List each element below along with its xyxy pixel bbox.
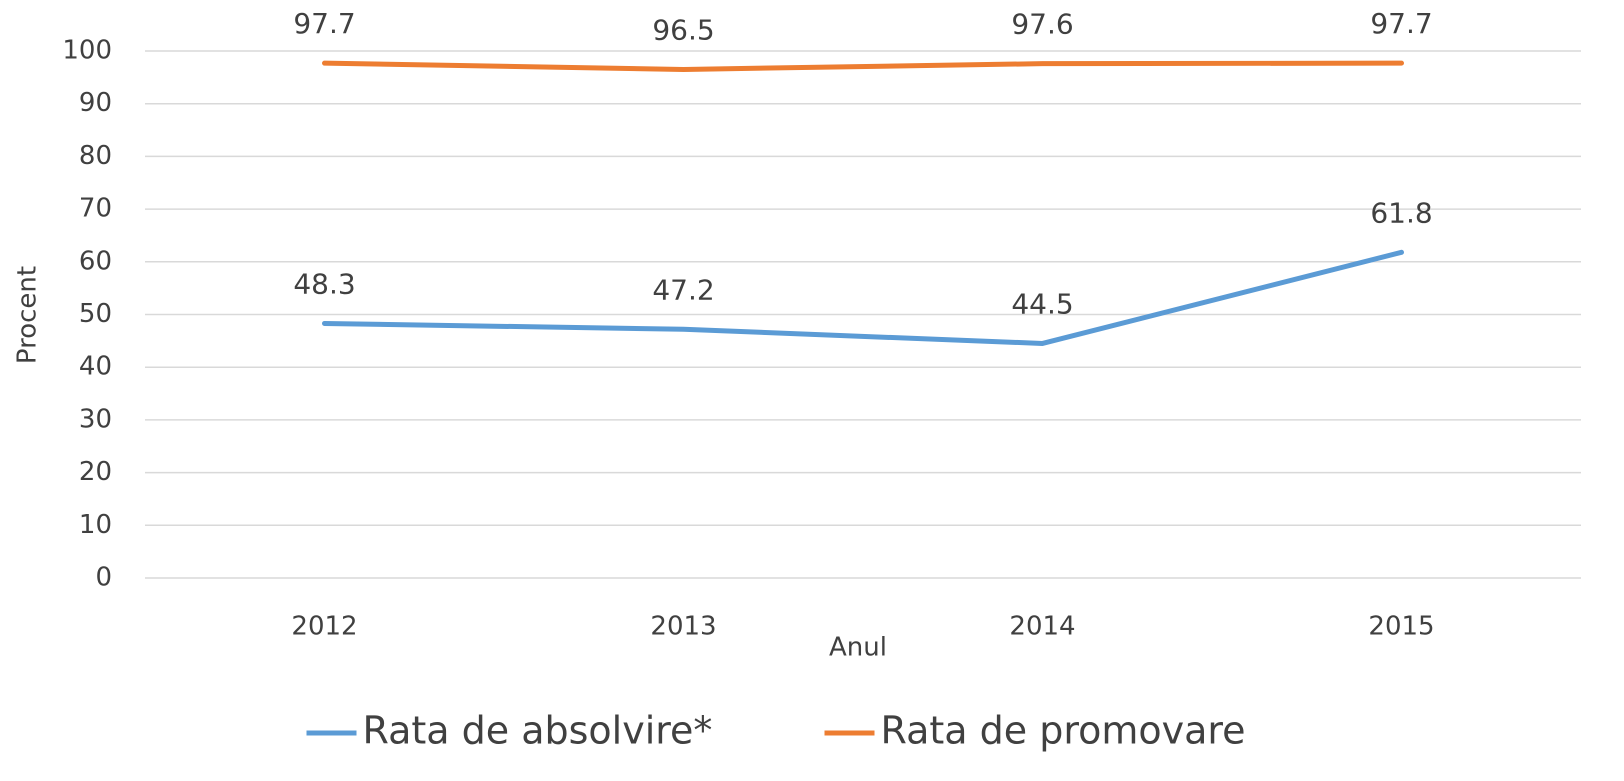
x-tick-label: 2015 xyxy=(1368,612,1434,642)
x-tick-label: 2012 xyxy=(291,612,357,642)
y-axis-label: Procent xyxy=(13,266,43,364)
x-tick-label: 2013 xyxy=(650,612,716,642)
line xyxy=(322,60,1404,72)
legend-label: Rata de absolvire* xyxy=(363,709,713,753)
data-label: 48.3 xyxy=(293,267,355,300)
data-label: 44.5 xyxy=(1011,287,1073,320)
y-tick-label: 20 xyxy=(79,457,112,487)
y-tick-label: 50 xyxy=(79,299,112,329)
y-tick-label: 90 xyxy=(79,88,112,118)
y-tick-label: 60 xyxy=(79,246,112,276)
data-label: 97.7 xyxy=(293,7,355,40)
y-tick-label: 40 xyxy=(79,352,112,382)
y-tick-label: 10 xyxy=(79,510,112,540)
data-label: 96.5 xyxy=(652,13,714,46)
legend-label: Rata de promovare xyxy=(881,709,1246,753)
data-label: 97.6 xyxy=(1011,8,1073,41)
x-axis-label: Anul xyxy=(829,633,887,663)
line xyxy=(322,249,1404,346)
x-tick-label: 2014 xyxy=(1009,612,1075,642)
y-tick-label: 0 xyxy=(95,563,112,593)
y-tick-label: 80 xyxy=(79,141,112,171)
y-tick-label: 70 xyxy=(79,194,112,224)
y-tick-label: 30 xyxy=(79,404,112,434)
y-tick-label: 100 xyxy=(62,36,112,66)
data-label: 61.8 xyxy=(1370,196,1432,229)
data-label: 97.7 xyxy=(1370,7,1432,40)
data-label: 47.2 xyxy=(652,273,714,306)
